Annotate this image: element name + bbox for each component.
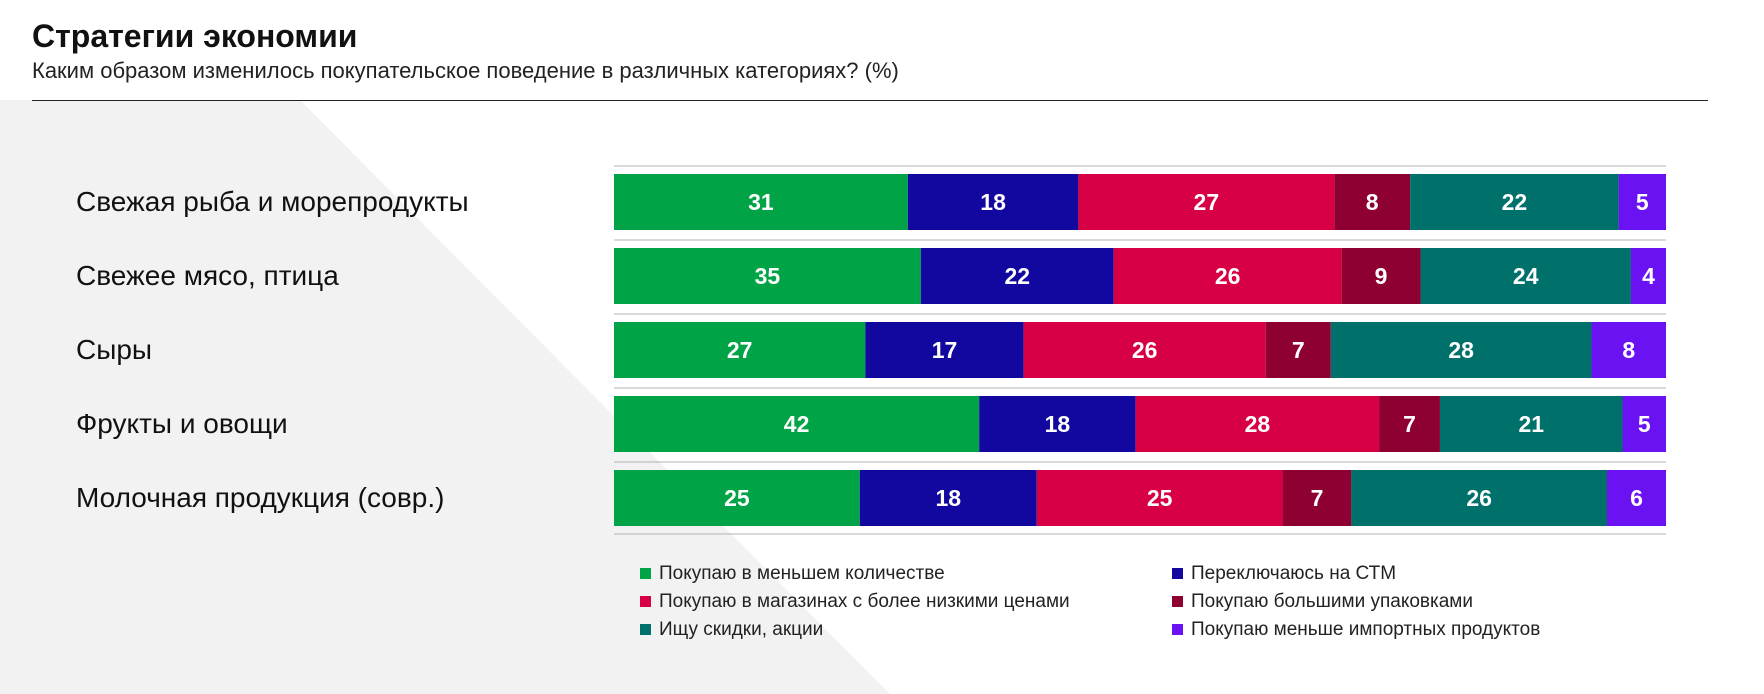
data-label: 35 xyxy=(755,263,781,289)
data-label: 18 xyxy=(1045,411,1071,437)
data-label: 27 xyxy=(727,337,753,363)
bar-segment xyxy=(1410,174,1619,230)
bar-segment xyxy=(1618,174,1666,230)
bar-segment xyxy=(1113,248,1342,304)
bar-segment xyxy=(1023,322,1266,378)
legend-swatch xyxy=(1172,624,1183,635)
bar-segment xyxy=(1282,470,1352,526)
data-label: 9 xyxy=(1375,263,1388,289)
data-label: 25 xyxy=(724,485,750,511)
bar-segment xyxy=(865,322,1024,378)
data-label: 26 xyxy=(1466,485,1492,511)
data-label: 21 xyxy=(1518,411,1544,437)
legend-item: Покупаю большими упаковками xyxy=(1172,591,1640,612)
legend-swatch xyxy=(640,624,651,635)
data-label: 18 xyxy=(935,485,961,511)
bar-segment xyxy=(614,248,921,304)
category-label: Фрукты и овощи xyxy=(76,408,288,439)
bar-segment xyxy=(1036,470,1283,526)
page-subtitle: Каким образом изменилось покупательское … xyxy=(32,58,899,83)
data-label: 28 xyxy=(1448,337,1474,363)
data-label: 42 xyxy=(784,411,810,437)
legend-item: Переключаюсь на СТМ xyxy=(1172,563,1640,584)
data-label: 26 xyxy=(1215,263,1241,289)
legend-label: Покупаю меньше импортных продуктов xyxy=(1191,618,1541,640)
data-label: 18 xyxy=(980,189,1006,215)
bar-segment xyxy=(1379,396,1440,452)
data-label: 17 xyxy=(932,337,958,363)
bar-segment xyxy=(1630,248,1666,304)
legend-item: Ищу скидки, акции xyxy=(640,619,1172,640)
legend-label: Покупаю в меньшем количестве xyxy=(659,562,945,584)
legend-swatch xyxy=(1172,596,1183,607)
bar-segment xyxy=(1078,174,1335,230)
legend-item: Покупаю в меньшем количестве xyxy=(640,563,1172,584)
data-label: 5 xyxy=(1636,189,1649,215)
bar-segment xyxy=(614,396,980,452)
data-label: 5 xyxy=(1638,411,1651,437)
bar-segment xyxy=(1622,396,1666,452)
legend-label: Переключаюсь на СТМ xyxy=(1191,562,1397,584)
bar-segment xyxy=(1334,174,1411,230)
page-title: Стратегии экономии xyxy=(32,18,358,54)
data-label: 27 xyxy=(1194,189,1220,215)
bar-segment xyxy=(1420,248,1631,304)
bar-segment xyxy=(1439,396,1623,452)
data-label: 8 xyxy=(1622,337,1635,363)
data-label: 7 xyxy=(1292,337,1305,363)
data-label: 4 xyxy=(1642,263,1655,289)
bar-segment xyxy=(1341,248,1421,304)
bar-segment xyxy=(979,396,1136,452)
bar-segment xyxy=(920,248,1114,304)
bar-segment xyxy=(1135,396,1380,452)
data-label: 25 xyxy=(1147,485,1173,511)
legend-label: Ищу скидки, акции xyxy=(659,618,824,640)
data-label: 8 xyxy=(1366,189,1379,215)
data-label: 24 xyxy=(1513,263,1539,289)
bar-segment xyxy=(614,322,866,378)
category-label: Свежая рыба и морепродукты xyxy=(76,186,469,217)
legend-label: Покупаю в магазинах с более низкими цена… xyxy=(659,590,1070,612)
bar-segment xyxy=(614,470,860,526)
bar-segment xyxy=(1265,322,1331,378)
data-label: 22 xyxy=(1502,189,1528,215)
bar-segment xyxy=(614,174,908,230)
category-label: Молочная продукция (совр.) xyxy=(76,482,444,513)
data-label: 7 xyxy=(1403,411,1416,437)
category-label: Сыры xyxy=(76,334,152,365)
legend-item: Покупаю меньше импортных продуктов xyxy=(1172,619,1640,640)
data-label: 26 xyxy=(1132,337,1158,363)
title-divider xyxy=(32,100,1708,101)
category-label: Свежее мясо, птица xyxy=(76,260,339,291)
legend-swatch xyxy=(640,568,651,579)
bar-segment xyxy=(907,174,1079,230)
data-label: 6 xyxy=(1630,485,1643,511)
legend-label: Покупаю большими упаковками xyxy=(1191,590,1473,612)
legend-swatch xyxy=(1172,568,1183,579)
bar-segment xyxy=(1330,322,1592,378)
bar-segment xyxy=(1607,470,1666,526)
data-label: 22 xyxy=(1004,263,1030,289)
bar-segment xyxy=(1351,470,1608,526)
bar-segment xyxy=(1591,322,1666,378)
legend-item: Покупаю в магазинах с более низкими цена… xyxy=(640,591,1172,612)
data-label: 28 xyxy=(1245,411,1271,437)
legend-swatch xyxy=(640,596,651,607)
bar-segment xyxy=(859,470,1037,526)
data-label: 7 xyxy=(1311,485,1324,511)
chart-legend: Покупаю в меньшем количестве Переключаюсь… xyxy=(640,563,1640,640)
data-label: 31 xyxy=(748,189,774,215)
